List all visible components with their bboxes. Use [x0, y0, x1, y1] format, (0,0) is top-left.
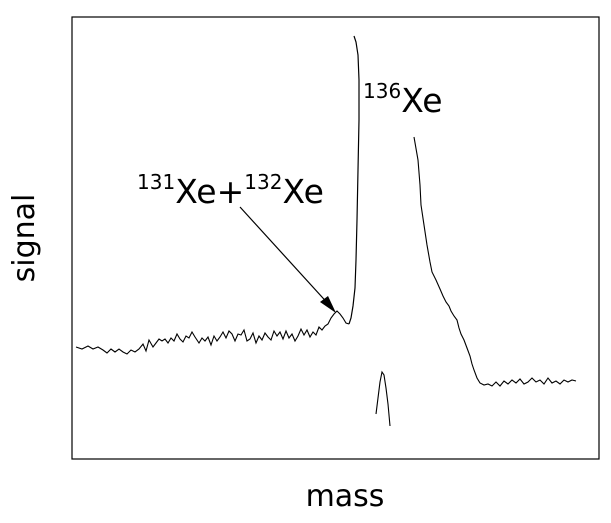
- trace-dip-feature: [375, 370, 391, 427]
- mass-number-131: 131: [137, 170, 175, 194]
- label-joiner: +: [217, 172, 245, 211]
- trace-peak-136-tail: [413, 136, 577, 387]
- element-xe-136: Xe: [401, 81, 442, 120]
- annotation-arrow: [239, 206, 333, 309]
- x-axis-label: mass: [306, 479, 385, 514]
- peak-label-136xe: 136Xe: [363, 79, 443, 120]
- element-xe-131: Xe: [175, 172, 216, 211]
- trace-baseline-left: [75, 310, 350, 355]
- y-axis-label: signal: [7, 194, 42, 283]
- element-xe-132: Xe: [282, 172, 323, 211]
- peak-label-131xe-132xe: 131Xe+132Xe: [137, 170, 324, 211]
- annotation-arrowhead: [320, 296, 336, 313]
- mass-number-132: 132: [244, 170, 282, 194]
- trace-peak-136-rise: [348, 35, 360, 325]
- plot-frame: [71, 16, 600, 460]
- mass-number-136: 136: [363, 79, 401, 103]
